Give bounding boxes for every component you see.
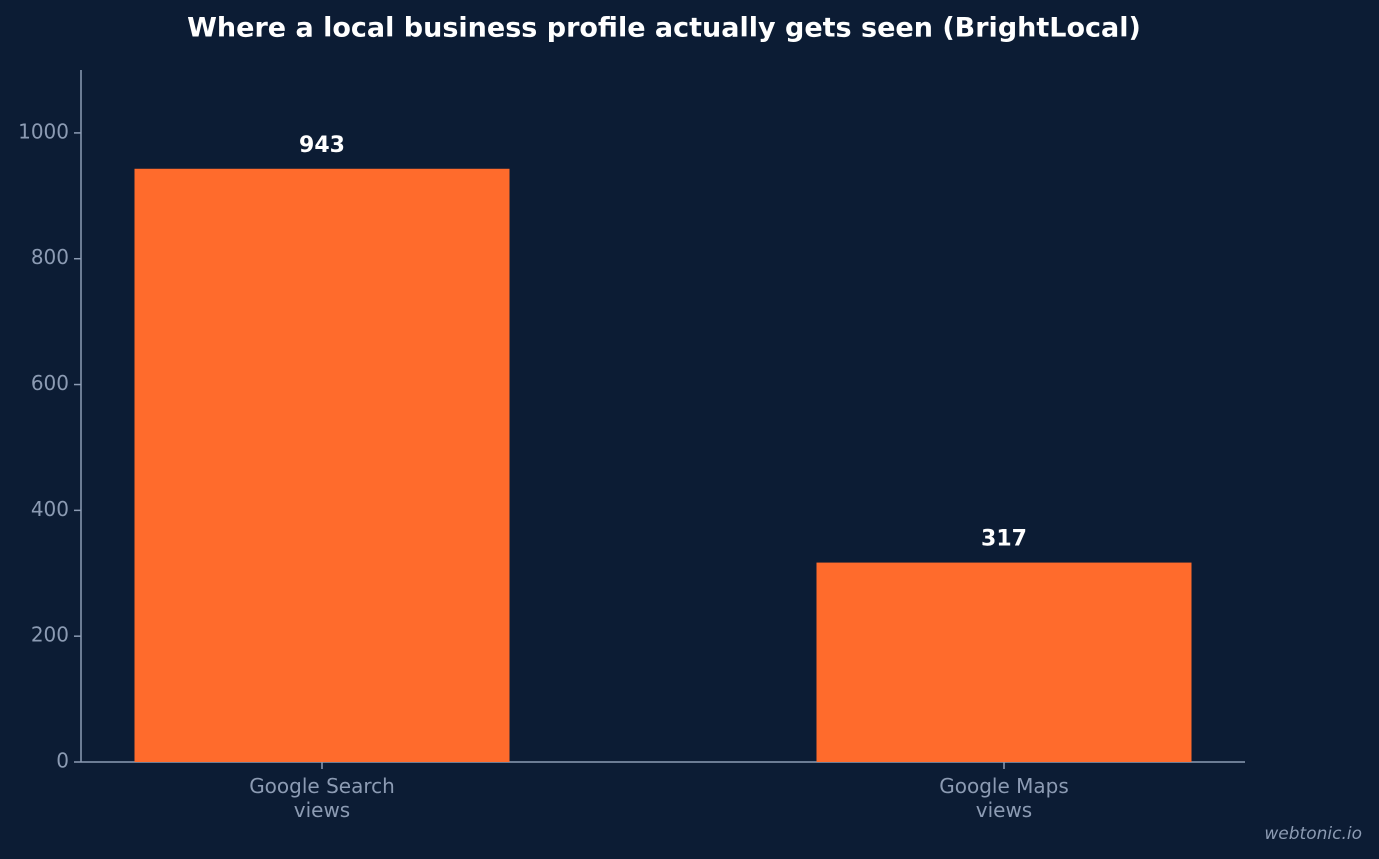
bar <box>134 168 510 762</box>
y-tick-label: 600 <box>31 371 69 395</box>
y-tick-label: 200 <box>31 623 69 647</box>
x-tick-label: Google Maps views <box>939 774 1069 822</box>
value-label: 943 <box>299 133 345 158</box>
chart-title: Where a local business profile actually … <box>187 13 1141 44</box>
y-tick-label: 1000 <box>18 119 69 143</box>
y-tick-label: 400 <box>31 497 69 521</box>
x-tick-label: Google Search views <box>249 774 395 822</box>
value-label: 317 <box>981 527 1027 552</box>
watermark: webtonic.io <box>1264 824 1362 844</box>
y-tick-label: 800 <box>31 245 69 269</box>
y-tick-label: 0 <box>56 749 69 773</box>
bar <box>816 562 1192 762</box>
